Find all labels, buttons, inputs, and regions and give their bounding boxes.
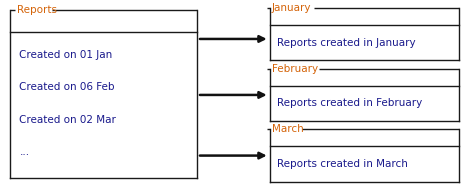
Text: Created on 02 Mar: Created on 02 Mar xyxy=(19,114,116,124)
Text: February: February xyxy=(272,64,318,74)
Text: Reports created in March: Reports created in March xyxy=(277,159,408,169)
Text: January: January xyxy=(272,3,311,13)
Text: Created on 06 Feb: Created on 06 Feb xyxy=(19,82,115,92)
Text: Reports: Reports xyxy=(17,5,57,15)
Text: Created on 01 Jan: Created on 01 Jan xyxy=(19,50,113,60)
Text: Reports created in February: Reports created in February xyxy=(277,98,422,108)
Text: ...: ... xyxy=(19,147,30,157)
Text: March: March xyxy=(272,124,303,134)
Text: Reports created in January: Reports created in January xyxy=(277,38,415,48)
